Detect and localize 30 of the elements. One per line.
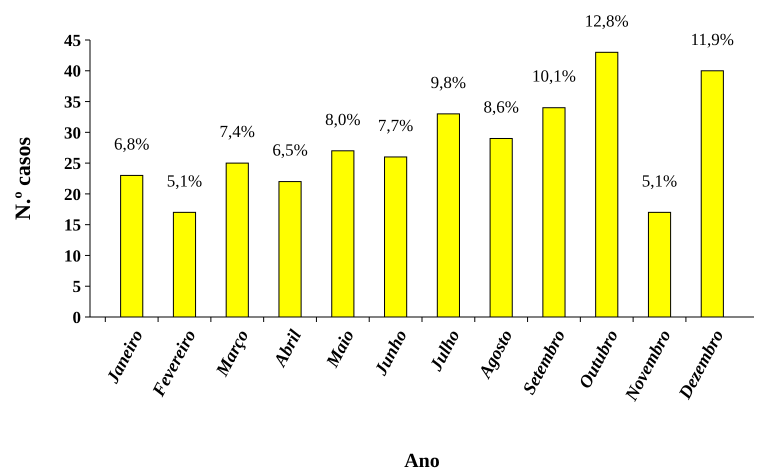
y-axis-title: N.º casos	[10, 136, 35, 220]
y-tick-label: 35	[64, 92, 81, 112]
annotation: 7,4%	[220, 122, 255, 142]
x-tick-label: Agosto	[474, 326, 516, 382]
y-tick-label: 30	[64, 123, 81, 142]
x-tick-label: Junho	[370, 326, 411, 380]
annotation: 7,7%	[378, 116, 414, 135]
annotation: 12,8%	[584, 11, 629, 30]
x-tick-label: Maio	[321, 326, 358, 372]
annotation: 6,8%	[114, 134, 150, 154]
annotation: 6,5%	[272, 140, 308, 160]
y-tick-label: 10	[64, 246, 81, 266]
x-axis-title: Ano	[404, 450, 440, 472]
x-tick-label: Março	[211, 326, 252, 380]
annotation: 8,6%	[483, 97, 519, 116]
annotation: 5,1%	[642, 171, 678, 190]
y-tick-label: 40	[64, 62, 81, 81]
x-tick-label: Abril	[269, 326, 306, 370]
annotation: 8,0%	[325, 110, 361, 129]
y-tick-label: 0	[72, 308, 81, 327]
annotation: 5,1%	[166, 171, 202, 190]
y-tick-label: 25	[64, 154, 81, 174]
annotation: 9,8%	[430, 72, 466, 92]
annotation: 10,1%	[532, 66, 576, 86]
y-tick-label: 15	[64, 216, 81, 235]
y-tick-label: 5	[72, 277, 81, 296]
y-tick-label: 45	[64, 30, 81, 50]
y-tick-label: 20	[64, 184, 81, 204]
annotation: 11,9%	[690, 30, 734, 49]
x-tick-label: Julho	[425, 326, 464, 375]
